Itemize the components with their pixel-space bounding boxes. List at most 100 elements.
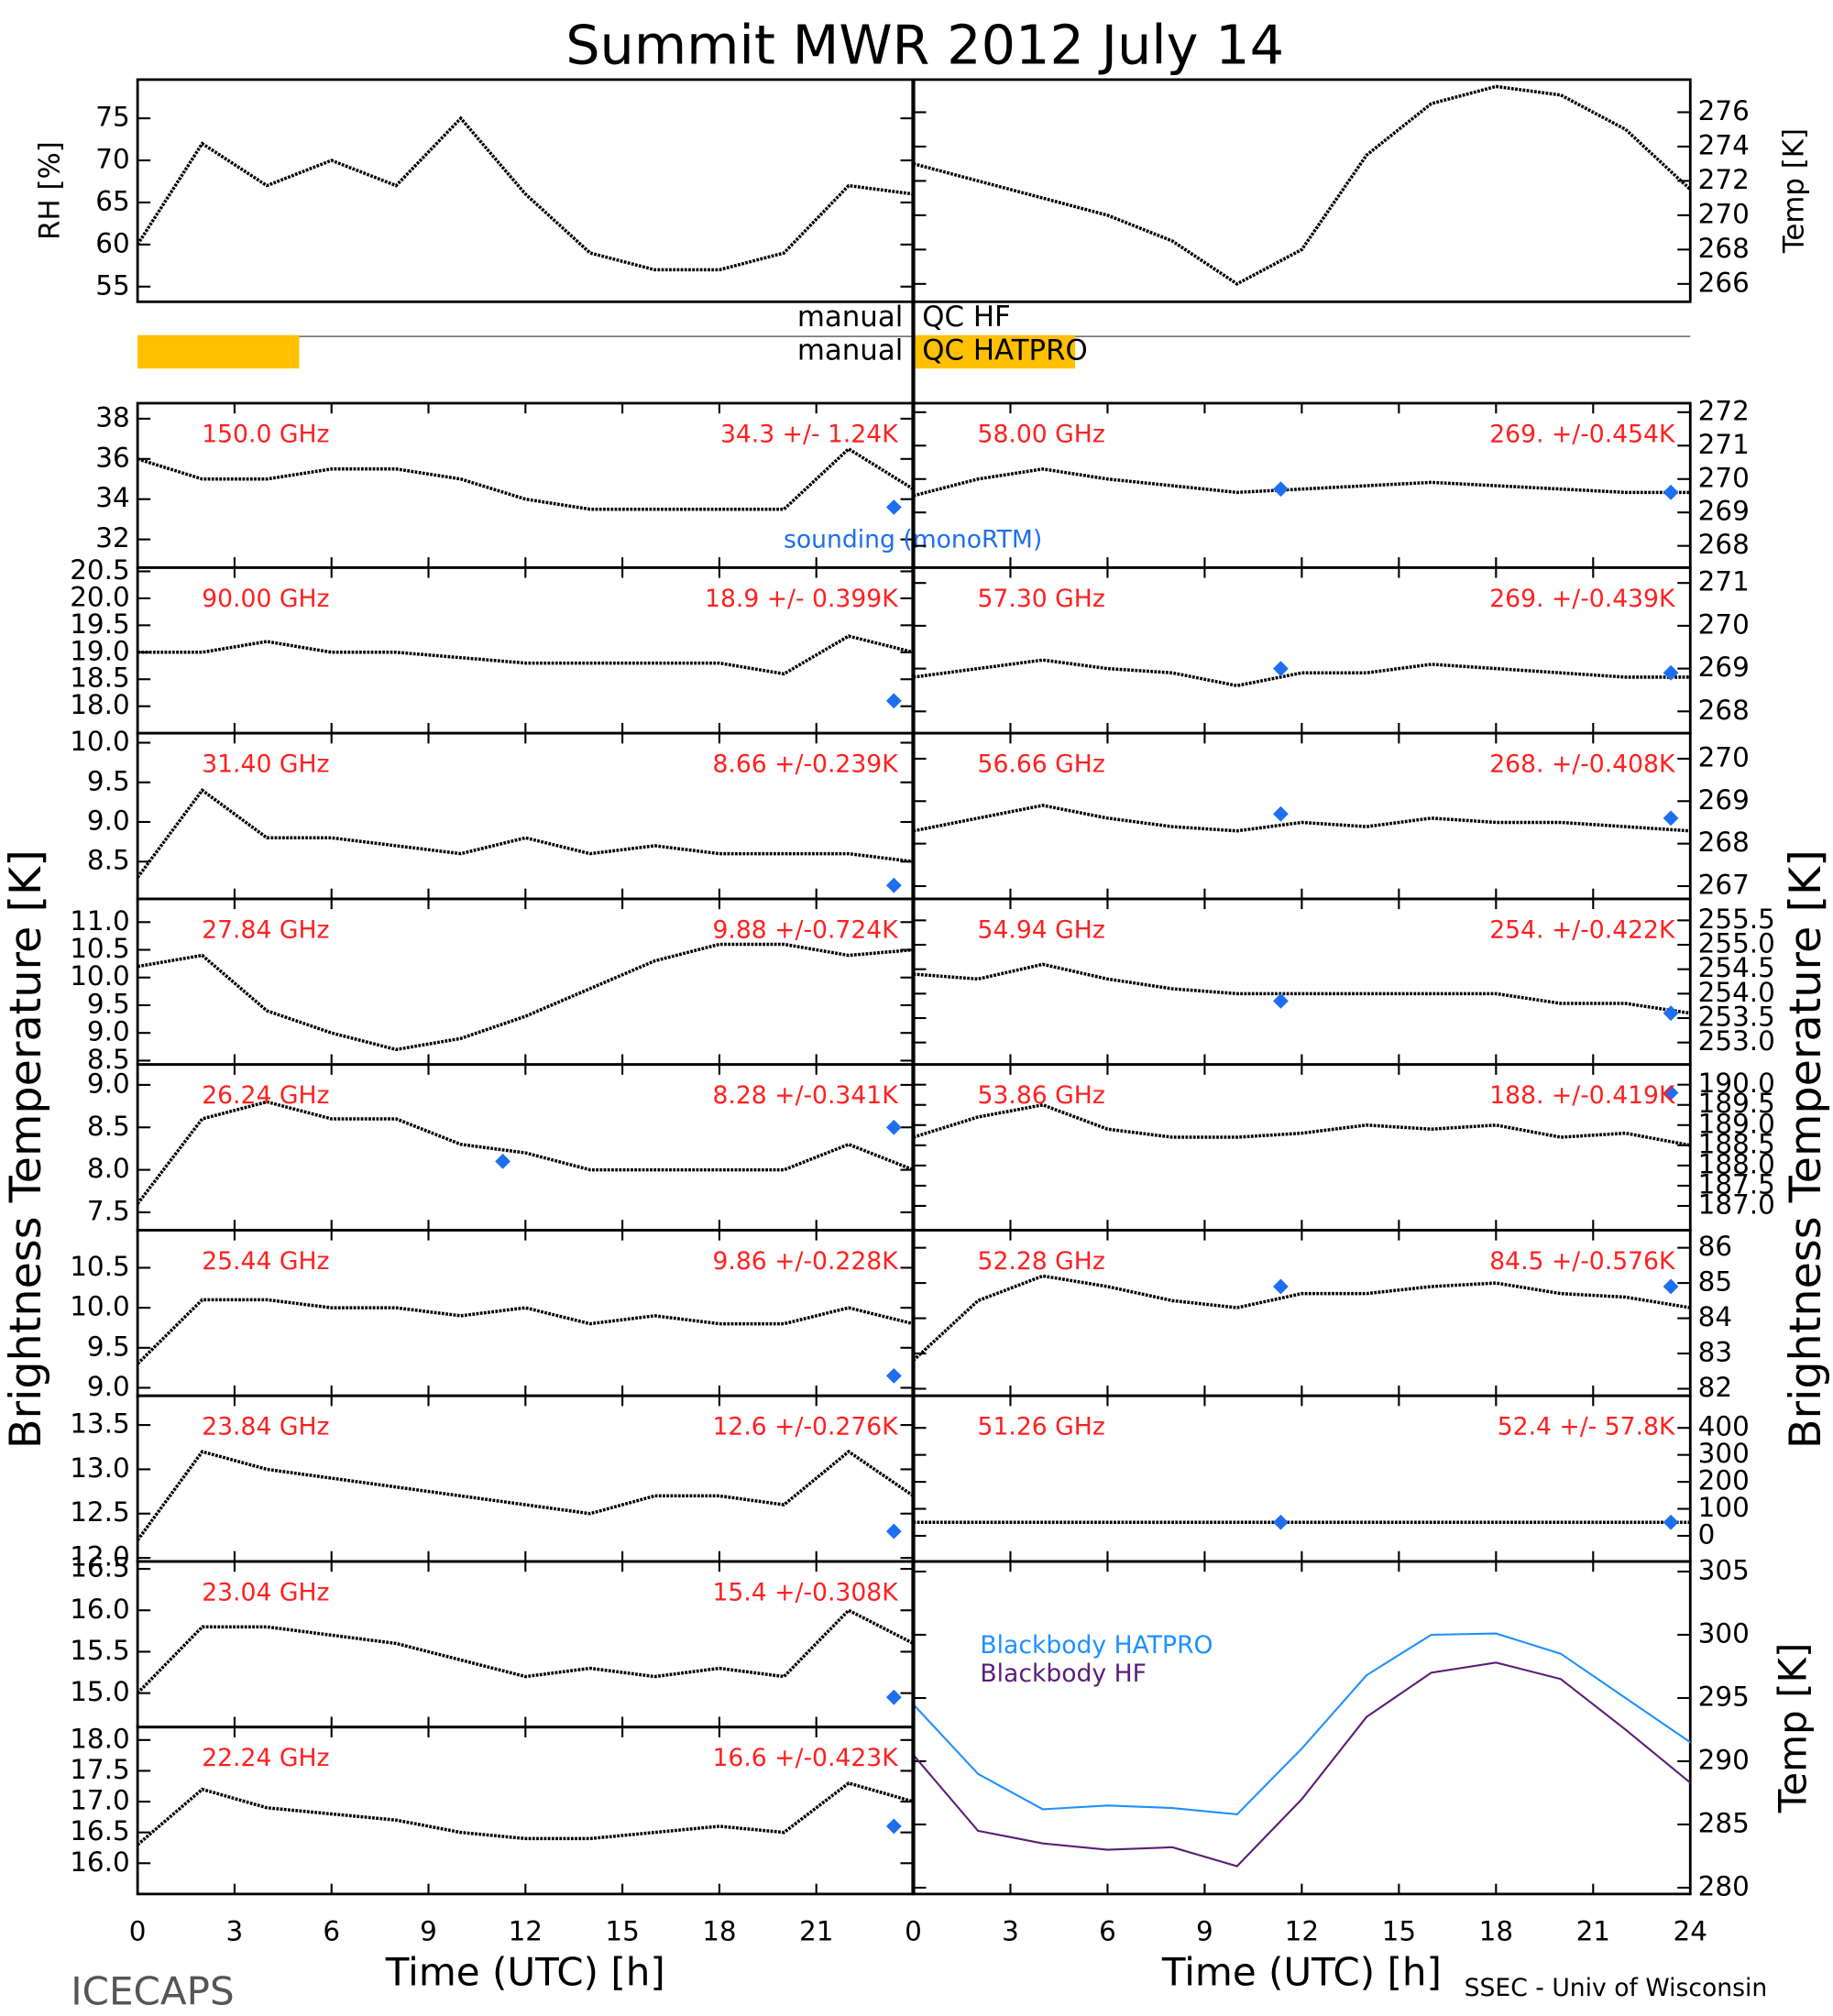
series-line bbox=[136, 1100, 915, 1205]
x-tick-label: 12 bbox=[509, 1915, 543, 1946]
y-tick-label: 0 bbox=[1698, 1518, 1716, 1550]
sounding-point bbox=[1663, 664, 1679, 681]
y-tick-label: 75 bbox=[95, 102, 129, 133]
x-tick-label: 6 bbox=[1099, 1915, 1116, 1946]
stats-label: 15.4 +/-0.308K bbox=[712, 1578, 899, 1606]
x-tick-label: 21 bbox=[799, 1915, 833, 1946]
y-tick-label: 16.0 bbox=[70, 1846, 129, 1878]
y-tick-label: 272 bbox=[1698, 395, 1750, 426]
y-tick-label: 276 bbox=[1698, 95, 1750, 126]
y-tick-label: 271 bbox=[1698, 429, 1750, 460]
stats-label: 34.3 +/- 1.24K bbox=[720, 421, 899, 449]
x-tick-label: 18 bbox=[702, 1915, 736, 1946]
y-tick-label: 270 bbox=[1698, 608, 1750, 640]
y-tick-label: 16.5 bbox=[70, 1552, 129, 1583]
frequency-label: 150.0 GHz bbox=[202, 421, 329, 449]
stats-label: 9.88 +/-0.724K bbox=[712, 915, 899, 944]
x-tick-label: 24 bbox=[1674, 1915, 1707, 1946]
y-tick-label: 188.5 bbox=[1698, 1128, 1775, 1159]
stats-label: 269. +/-0.439K bbox=[1489, 585, 1676, 613]
footer-right: SSEC - Univ of Wisconsin bbox=[1465, 1974, 1768, 2002]
y-tick-label: 253.0 bbox=[1698, 1025, 1775, 1057]
y-tick-label: 11.0 bbox=[70, 905, 129, 937]
stats-label: 12.6 +/-0.276K bbox=[712, 1413, 899, 1441]
stats-label: 52.4 +/- 57.8K bbox=[1498, 1413, 1676, 1441]
series-line bbox=[913, 467, 1691, 498]
y-tick-label: 15.5 bbox=[70, 1635, 129, 1666]
y-tick-label: 9.0 bbox=[87, 1068, 130, 1099]
y-tick-label: 83 bbox=[1698, 1337, 1732, 1368]
x-tick-label: 18 bbox=[1479, 1915, 1513, 1946]
y-tick-label: 13.5 bbox=[70, 1408, 129, 1440]
y-tick-label: 18.0 bbox=[70, 689, 129, 720]
y-tick-label: 15.0 bbox=[70, 1676, 129, 1707]
y-tick-label: 270 bbox=[1698, 462, 1750, 493]
y-tick-label: 10.5 bbox=[70, 933, 129, 964]
frequency-label: 51.26 GHz bbox=[978, 1413, 1105, 1441]
y-tick-label: 190.0 bbox=[1698, 1068, 1775, 1099]
y-tick-label: 60 bbox=[95, 227, 129, 258]
x-tick-label: 9 bbox=[420, 1915, 437, 1946]
y-tick-label: 85 bbox=[1698, 1266, 1732, 1298]
series-line bbox=[137, 634, 914, 676]
x-axis-title: Time (UTC) [h] bbox=[1161, 1950, 1442, 1995]
series-line bbox=[136, 115, 914, 272]
series-line bbox=[136, 1449, 915, 1541]
x-tick-label: 12 bbox=[1285, 1915, 1319, 1946]
y-tick-label: 255.5 bbox=[1698, 904, 1775, 935]
series-line bbox=[912, 1661, 1691, 1868]
sounding-point bbox=[885, 1689, 902, 1705]
qc-label: QC HF bbox=[922, 301, 1010, 334]
y-tick-label: 272 bbox=[1698, 164, 1750, 195]
y-tick-label: 268 bbox=[1698, 529, 1750, 560]
title: Summit MWR 2012 July 14 bbox=[565, 13, 1284, 76]
y-axis-title: RH [%] bbox=[34, 141, 67, 240]
x-tick-label: 9 bbox=[1196, 1915, 1213, 1946]
series-line bbox=[136, 787, 914, 879]
frequency-label: 22.24 GHz bbox=[202, 1744, 329, 1772]
y-axis-title: Brightness Temperature [K] bbox=[1781, 849, 1831, 1449]
y-axis-title: Brightness Temperature [K] bbox=[1, 849, 51, 1449]
series-line bbox=[136, 1780, 914, 1846]
y-tick-label: 20.5 bbox=[70, 554, 129, 586]
sounding-point bbox=[1273, 805, 1289, 822]
y-tick-label: 10.0 bbox=[70, 960, 129, 992]
y-tick-label: 9.5 bbox=[87, 1331, 130, 1362]
frequency-label: 57.30 GHz bbox=[978, 585, 1105, 613]
y-tick-label: 38 bbox=[95, 401, 129, 433]
y-tick-label: 9.0 bbox=[87, 805, 130, 836]
y-tick-label: 12.0 bbox=[70, 1541, 129, 1572]
y-tick-label: 32 bbox=[95, 522, 129, 553]
y-tick-label: 268 bbox=[1698, 695, 1750, 726]
y-tick-label: 268 bbox=[1698, 233, 1750, 264]
sounding-point bbox=[885, 693, 902, 709]
sounding-point bbox=[1663, 810, 1679, 827]
sounding-point bbox=[495, 1153, 511, 1169]
sounding-point bbox=[1663, 1005, 1679, 1022]
sounding-point bbox=[885, 499, 902, 515]
frequency-label: 23.04 GHz bbox=[202, 1578, 329, 1606]
series-line bbox=[913, 962, 1691, 1015]
y-tick-label: 16.0 bbox=[70, 1594, 129, 1625]
y-tick-label: 84 bbox=[1698, 1301, 1732, 1332]
y-tick-label: 266 bbox=[1698, 267, 1750, 298]
y-tick-label: 8.5 bbox=[87, 845, 130, 876]
x-tick-label: 15 bbox=[1382, 1915, 1416, 1946]
y-tick-label: 295 bbox=[1698, 1681, 1750, 1712]
sounding-point bbox=[1273, 661, 1289, 677]
stats-label: 16.6 +/-0.423K bbox=[712, 1744, 899, 1772]
frequency-label: 27.84 GHz bbox=[202, 915, 329, 944]
y-tick-label: 271 bbox=[1698, 566, 1750, 597]
frequency-label: 23.84 GHz bbox=[202, 1413, 329, 1441]
y-tick-label: 18.5 bbox=[70, 663, 129, 694]
y-tick-label: 285 bbox=[1698, 1807, 1750, 1838]
stats-label: 9.86 +/-0.228K bbox=[712, 1247, 899, 1276]
y-tick-label: 100 bbox=[1698, 1492, 1750, 1523]
sounding-point bbox=[1273, 992, 1289, 1009]
y-tick-label: 20.0 bbox=[70, 581, 129, 612]
legend-entry: Blackbody HF bbox=[980, 1660, 1147, 1688]
frequency-label: 56.66 GHz bbox=[978, 751, 1105, 779]
x-tick-label: 3 bbox=[1002, 1915, 1019, 1946]
y-tick-label: 34 bbox=[95, 482, 129, 513]
qc-label: QC HATPRO bbox=[922, 334, 1087, 367]
